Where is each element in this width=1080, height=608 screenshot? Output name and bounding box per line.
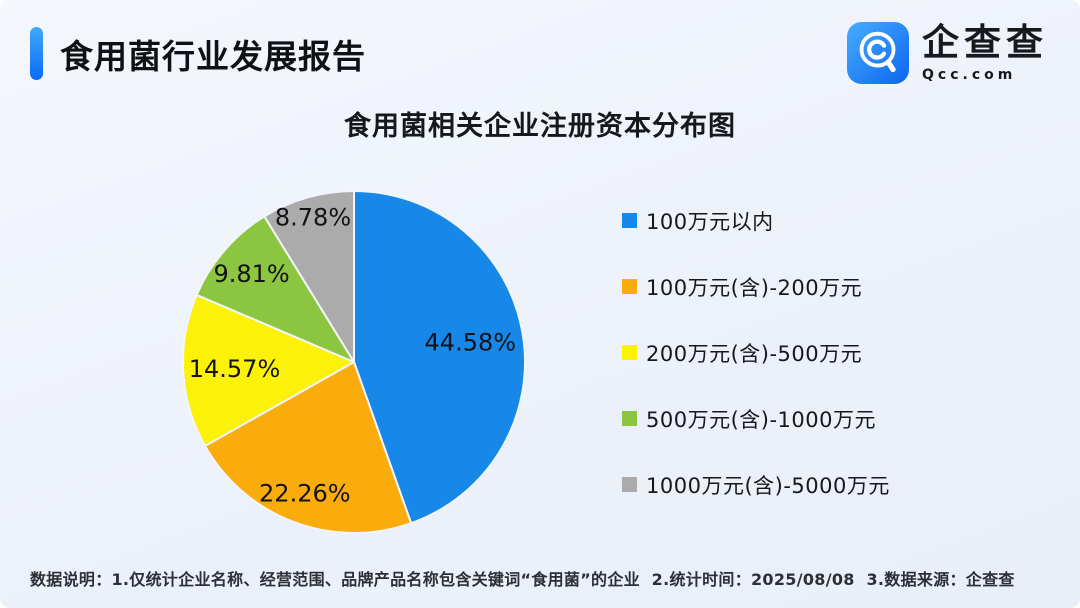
legend-label-4: 1000万元(含)-5000万元 [646, 473, 890, 498]
pie-slice-4 [263, 190, 355, 363]
legend-marker-1 [622, 279, 637, 294]
page-title: 食用菌行业发展报告 [60, 36, 366, 76]
qcc-logo-text: 企查查 Qcc.com [922, 21, 1048, 83]
footnote: 数据说明：1.仅统计企业名称、经营范围、品牌产品名称包含关键词“食用菌”的企业 … [30, 570, 1015, 589]
pie-slice-label-1: 22.26% [259, 480, 351, 508]
legend-item-1: 100万元(含)-200万元 [622, 274, 890, 300]
legend-item-3: 500万元(含)-1000万元 [622, 406, 890, 432]
legend-label-0: 100万元以内 [646, 209, 774, 234]
legend-label-3: 500万元(含)-1000万元 [646, 407, 876, 432]
qcc-logo-icon [847, 22, 909, 84]
legend-item-4: 1000万元(含)-5000万元 [622, 472, 890, 498]
pie-chart: 44.58% 22.26% 14.57% 9.81% 8.78% [173, 181, 535, 543]
pie-chart-svg: 44.58% 22.26% 14.57% 9.81% 8.78% [182, 190, 526, 534]
pie-slice-1 [203, 361, 413, 534]
legend-label-1: 100万元(含)-200万元 [646, 275, 863, 300]
qcc-logo-domain: Qcc.com [922, 66, 1017, 83]
legend-item-2: 200万元(含)-500万元 [622, 340, 890, 366]
pie-slice-label-3: 9.81% [213, 260, 289, 288]
legend-item-0: 100万元以内 [622, 208, 890, 234]
title-accent-bar [30, 27, 43, 80]
legend: 100万元以内 100万元(含)-200万元 200万元(含)-500万元 500万元… [622, 208, 890, 498]
pie-slice-3 [195, 215, 355, 363]
legend-marker-2 [622, 345, 637, 360]
pie-slice-label-4: 8.78% [275, 204, 351, 232]
legend-marker-0 [622, 213, 637, 228]
header: 食用菌行业发展报告 企查查 Qcc.com [0, 0, 1080, 96]
legend-label-2: 200万元(含)-500万元 [646, 341, 863, 366]
qcc-logo-name: 企查查 [922, 21, 1048, 65]
legend-marker-4 [622, 477, 637, 492]
pie-slice-0 [353, 190, 526, 525]
pie-slice-label-2: 14.57% [189, 355, 281, 383]
legend-marker-3 [622, 411, 637, 426]
qcc-logo: 企查查 Qcc.com [847, 22, 1048, 84]
pie-slice-label-0: 44.58% [425, 328, 517, 356]
pie-slice-2 [182, 293, 355, 447]
chart-title: 食用菌相关企业注册资本分布图 [344, 111, 736, 142]
